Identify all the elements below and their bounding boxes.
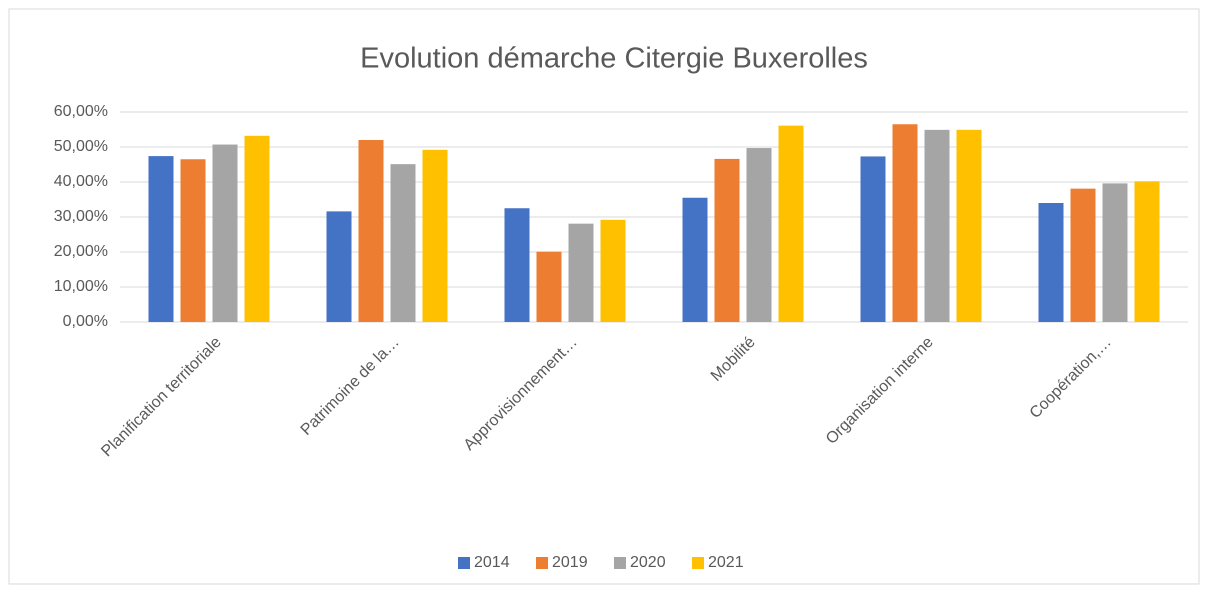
bar [504,208,530,322]
bar [924,129,950,322]
bar [180,159,206,322]
bar [326,211,352,322]
chart-title: Evolution démarche Citergie Buxerolles [360,43,868,75]
bar [1134,181,1160,322]
legend-label: 2014 [474,554,510,571]
bar [860,156,886,322]
bar [1038,203,1064,322]
legend-swatch [692,557,704,569]
y-tick-label: 0,00% [63,313,108,330]
bar [212,144,238,322]
bar [568,223,594,322]
y-tick-label: 10,00% [54,278,108,295]
bar [422,149,448,322]
y-tick-label: 20,00% [54,243,108,260]
legend-label: 2021 [708,554,744,571]
bar [1070,188,1096,322]
bar [148,156,174,322]
legend-label: 2019 [552,554,588,571]
bar [892,124,918,322]
legend-swatch [614,557,626,569]
bar [1102,183,1128,322]
bar [956,129,982,322]
legend-swatch [536,557,548,569]
bar [600,219,626,322]
y-tick-label: 40,00% [54,173,108,190]
y-tick-label: 60,00% [54,103,108,120]
bar [682,197,708,322]
bar [358,140,384,322]
bar [244,135,270,322]
bar [778,125,804,323]
legend-swatch [458,557,470,569]
bar [390,164,416,322]
bar [714,158,740,322]
bar [746,148,772,322]
y-tick-label: 30,00% [54,208,108,225]
legend-label: 2020 [630,554,666,571]
bar [536,251,562,322]
y-tick-label: 50,00% [54,138,108,155]
